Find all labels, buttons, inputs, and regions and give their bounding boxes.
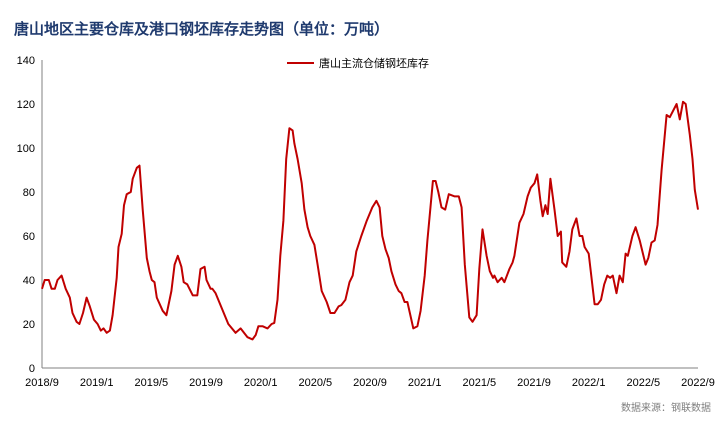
x-axis-ticks: 2018/9 2019/1 2019/5 2019/9 2020/1 2020/5 2020…: [25, 377, 715, 389]
x-tick-label: 2022/9: [681, 377, 715, 389]
y-tick-label: 80: [23, 187, 35, 199]
x-tick-label: 2022/1: [572, 377, 606, 389]
y-tick-label: 140: [17, 55, 35, 67]
y-tick-label: 100: [17, 143, 35, 155]
x-tick-label: 2019/9: [189, 377, 223, 389]
x-tick-label: 2020/5: [299, 377, 333, 389]
series-line: [41, 100, 699, 341]
x-tick-label: 2020/9: [353, 377, 387, 389]
source-note: 数据来源：钢联数据: [621, 403, 711, 414]
x-tick-label: 2019/5: [135, 377, 169, 389]
x-tick-label: 2022/5: [627, 377, 661, 389]
y-tick-label: 40: [23, 275, 35, 287]
x-tick-label: 2019/1: [80, 377, 114, 389]
legend: 唐山主流仓储钢坯库存: [287, 56, 429, 70]
x-tick-label: 2018/9: [25, 377, 59, 389]
y-tick-label: 20: [23, 319, 35, 331]
y-tick-label: 120: [17, 99, 35, 111]
y-tick-label: 0: [29, 363, 35, 375]
x-tick-label: 2021/5: [463, 377, 497, 389]
x-tick-label: 2020/1: [244, 377, 278, 389]
x-tick-label: 2021/1: [408, 377, 442, 389]
chart-title: 唐山地区主要仓库及港口钢坯库存走势图（单位：万吨）: [14, 20, 390, 38]
y-axis-ticks: 0 20 40 60 80 100 120 140: [17, 55, 35, 375]
x-tick-label: 2021/9: [517, 377, 551, 389]
y-tick-label: 60: [23, 231, 35, 243]
legend-label: 唐山主流仓储钢坯库存: [319, 56, 429, 70]
